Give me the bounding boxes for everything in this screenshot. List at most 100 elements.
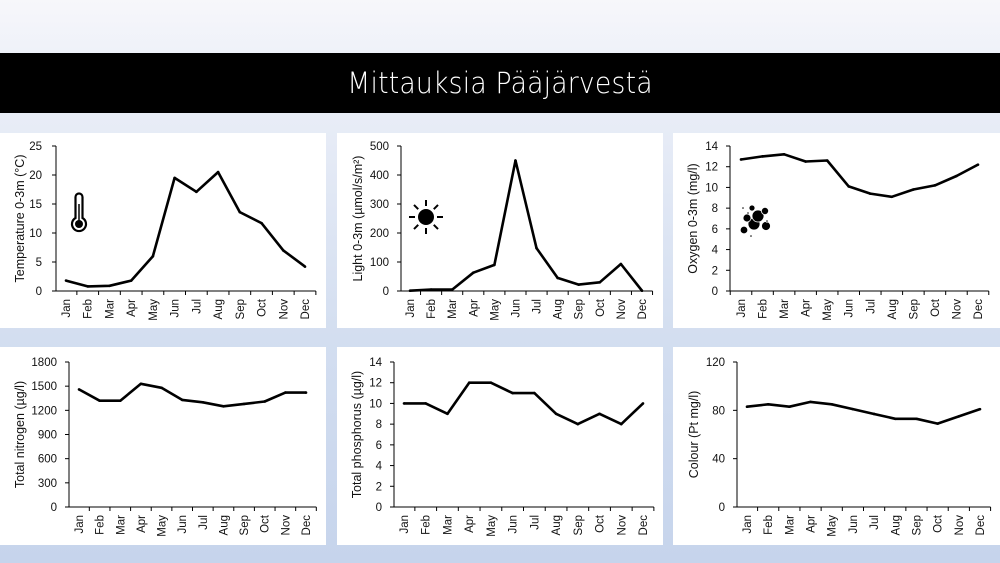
x-tick-label: Apr	[136, 515, 148, 533]
x-tick-label: Aug	[887, 299, 899, 319]
x-tick-label: Dec	[975, 515, 987, 536]
x-tick-label: Sep	[911, 515, 923, 535]
data-point	[847, 185, 851, 188]
data-point	[303, 265, 307, 268]
x-tick-label: Mar	[104, 299, 116, 319]
data-point	[450, 288, 454, 291]
data-point	[955, 174, 958, 178]
y-tick-label: 12	[705, 162, 718, 174]
y-tick-label: 25	[29, 141, 42, 153]
x-tick-label: Mar	[779, 299, 791, 319]
y-axis-title: Total nitrogen (µg/l)	[13, 381, 27, 488]
page-title: Mittauksia Pääjärvestä	[347, 66, 653, 100]
data-point	[180, 398, 184, 402]
x-tick-label: May	[148, 299, 160, 321]
y-tick-label: 10	[29, 228, 42, 240]
y-tick-label: 80	[712, 405, 725, 417]
x-tick-label: Dec	[301, 515, 313, 536]
sun-icon	[409, 200, 443, 234]
panel-colour	[673, 347, 1000, 545]
y-tick-label: 8	[712, 203, 718, 215]
data-point	[139, 382, 143, 386]
data-point	[408, 289, 412, 293]
x-tick-label: Oct	[595, 298, 607, 317]
x-tick-label: Apr	[468, 299, 480, 317]
panel-phosphorus	[337, 347, 663, 545]
x-tick-label: Sep	[235, 299, 247, 319]
data-point	[598, 281, 602, 284]
y-tick-label: 600	[38, 454, 57, 466]
data-point	[446, 412, 449, 416]
x-tick-label: Oct	[260, 514, 272, 533]
x-tick-label: Jul	[869, 515, 881, 530]
chart-phosphorus: 0 2 4 6 8 10 12 14 Jan Feb Mar Apr May Jun Jul Aug Sep Oc…	[350, 357, 655, 537]
x-tick-label: Aug	[890, 515, 902, 535]
y-tick-label: 1500	[31, 381, 57, 393]
x-tick-label: May	[157, 515, 169, 537]
data-point	[912, 188, 915, 191]
data-point	[872, 412, 876, 416]
x-tick-label: Feb	[83, 299, 95, 319]
x-tick-label: Oct	[930, 298, 942, 317]
y-tick-label: 0	[376, 502, 382, 514]
x-tick-label: Oct	[257, 298, 269, 317]
panel-light	[337, 133, 663, 328]
data-point	[160, 386, 163, 390]
series-line-phosphorus	[404, 381, 644, 426]
data-point	[788, 405, 791, 409]
data-point	[830, 402, 834, 406]
y-axis-title: Light 0-3m (µmol/s/m²)	[351, 156, 365, 282]
x-tick-label: Oct	[933, 514, 945, 533]
x-tick-label: Apr	[126, 299, 138, 317]
data-point	[535, 246, 538, 250]
x-tick-label: May	[486, 515, 498, 537]
chart-temperature: 0 5 10 15 20 25 Jan Feb Mar Apr May Jun Jul Aug Sep Oct…	[13, 141, 317, 321]
data-point	[77, 388, 81, 391]
x-tick-label: Dec	[973, 299, 985, 320]
y-tick-label: 14	[705, 141, 718, 153]
y-tick-label: 12	[369, 378, 382, 390]
x-tick-label: Sep	[239, 515, 251, 535]
x-tick-label: Aug	[213, 299, 225, 319]
data-point	[118, 399, 122, 402]
y-tick-label: 100	[370, 257, 389, 269]
data-point	[493, 263, 496, 267]
y-tick-label: 10	[705, 182, 718, 194]
data-point	[554, 412, 558, 416]
data-point	[201, 400, 205, 404]
x-tick-label: Apr	[464, 515, 476, 533]
y-tick-label: 4	[712, 245, 719, 257]
y-tick-label: 900	[38, 430, 57, 442]
x-tick-label: Jul	[865, 299, 877, 314]
panel-nitrogen	[0, 347, 326, 545]
y-axis-title: Oxygen 0-3m (mg/l)	[686, 163, 700, 273]
data-point	[514, 159, 517, 162]
x-tick-label: Jan	[74, 515, 86, 534]
x-tick-label: Aug	[553, 299, 565, 319]
x-tick-label: Mar	[784, 515, 796, 535]
x-tick-label: Dec	[637, 299, 649, 320]
x-tick-label: May	[822, 299, 834, 321]
y-axis-title: Temperature 0-3m (°C)	[13, 155, 27, 283]
x-tick-label: Sep	[573, 515, 585, 535]
y-tick-label: 20	[29, 170, 42, 182]
y-tick-label: 4	[376, 461, 383, 473]
y-tick-label: 6	[376, 440, 382, 452]
x-tick-label: Jan	[61, 299, 73, 318]
y-tick-label: 500	[370, 141, 389, 153]
x-tick-label: Jul	[191, 299, 203, 314]
chart-oxygen: 0 2 4 6 8 10 12 14 Jan Feb Mar Apr May Jun Jul Aug Sep Oc…	[686, 141, 990, 321]
data-point	[173, 176, 176, 180]
data-point	[851, 407, 855, 411]
data-point	[936, 422, 939, 425]
series-line-colour	[746, 400, 981, 425]
x-tick-label: Jul	[198, 515, 210, 530]
data-point	[429, 288, 433, 291]
y-tick-label: 120	[706, 357, 725, 369]
data-point	[915, 417, 918, 421]
x-tick-label: May	[827, 515, 839, 537]
x-tick-label: Feb	[421, 515, 433, 535]
y-tick-label: 400	[370, 170, 389, 182]
y-tick-label: 0	[36, 286, 42, 298]
y-tick-label: 2	[712, 265, 718, 277]
